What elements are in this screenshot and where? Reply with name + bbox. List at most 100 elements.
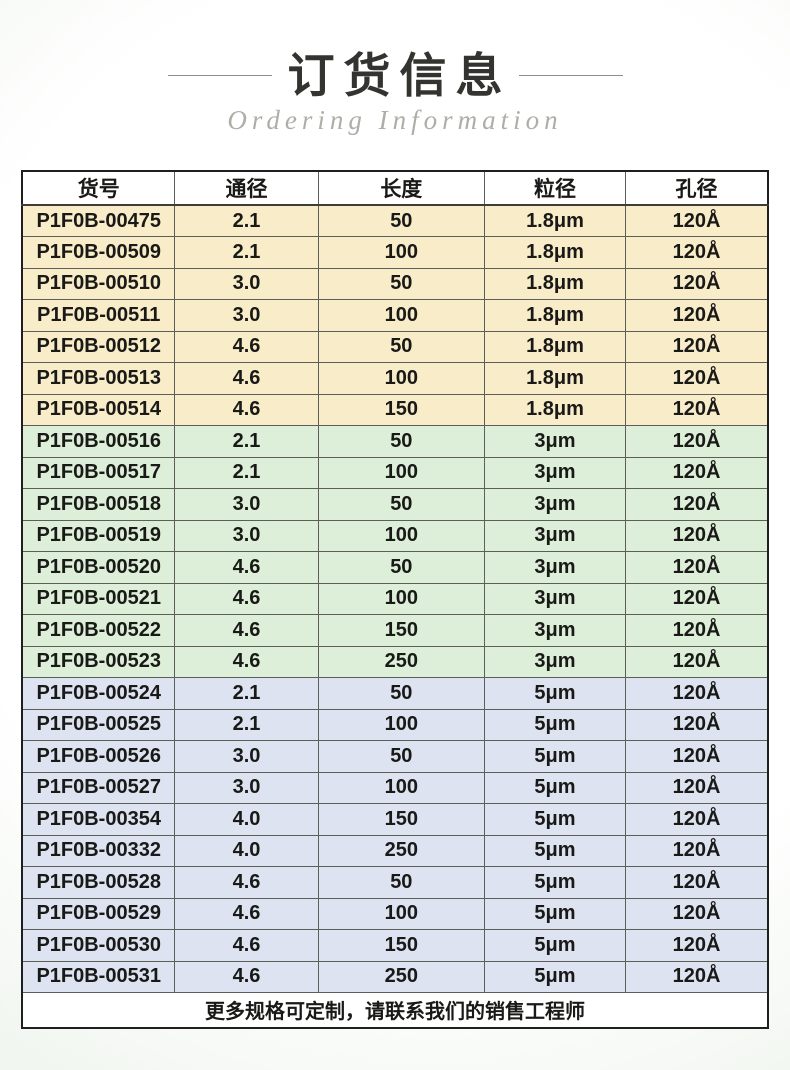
- cell-inner-diameter: 4.6: [174, 330, 319, 363]
- cell-length: 100: [317, 236, 485, 269]
- cell-length: 150: [317, 614, 485, 647]
- table-row: P1F0B-00475 2.1 50 1.8μm 120Å: [21, 204, 769, 237]
- cell-inner-diameter: 3.0: [174, 519, 319, 552]
- cell-length: 50: [317, 488, 485, 521]
- cell-particle-size: 1.8μm: [483, 204, 626, 237]
- header-cell-length: 长度: [317, 170, 485, 206]
- cell-particle-size: 5μm: [483, 740, 626, 773]
- cell-particle-size: 3μm: [483, 551, 626, 584]
- cell-part-number: P1F0B-00516: [21, 425, 176, 458]
- cell-length: 100: [317, 771, 485, 804]
- cell-particle-size: 3μm: [483, 645, 626, 678]
- cell-inner-diameter: 4.6: [174, 866, 319, 899]
- cell-particle-size: 5μm: [483, 834, 626, 867]
- cell-length: 250: [317, 645, 485, 678]
- cell-particle-size: 5μm: [483, 803, 626, 836]
- table-header-row: 货号 通径 长度 粒径 孔径: [21, 170, 769, 206]
- header-cell-inner-diameter: 通径: [174, 170, 319, 206]
- table-row: P1F0B-00518 3.0 50 3μm 120Å: [21, 488, 769, 521]
- cell-pore-size: 120Å: [624, 362, 769, 395]
- cell-pore-size: 120Å: [624, 236, 769, 269]
- cell-inner-diameter: 4.0: [174, 803, 319, 836]
- cell-particle-size: 5μm: [483, 897, 626, 930]
- cell-inner-diameter: 2.1: [174, 425, 319, 458]
- cell-inner-diameter: 4.6: [174, 362, 319, 395]
- table-row: P1F0B-00520 4.6 50 3μm 120Å: [21, 551, 769, 584]
- cell-part-number: P1F0B-00510: [21, 267, 176, 300]
- cell-inner-diameter: 2.1: [174, 708, 319, 741]
- table-foot: 更多规格可定制，请联系我们的销售工程师: [21, 992, 769, 1028]
- cell-pore-size: 120Å: [624, 582, 769, 615]
- cell-pore-size: 120Å: [624, 708, 769, 741]
- cell-particle-size: 5μm: [483, 929, 626, 962]
- cell-pore-size: 120Å: [624, 677, 769, 710]
- cell-part-number: P1F0B-00332: [21, 834, 176, 867]
- title-line-left: [167, 75, 272, 77]
- cell-part-number: P1F0B-00523: [21, 645, 176, 678]
- cell-length: 50: [317, 866, 485, 899]
- cell-inner-diameter: 2.1: [174, 677, 319, 710]
- cell-particle-size: 5μm: [483, 771, 626, 804]
- header-cell-part-number: 货号: [21, 170, 176, 206]
- cell-length: 50: [317, 204, 485, 237]
- table-row: P1F0B-00510 3.0 50 1.8μm 120Å: [21, 267, 769, 300]
- cell-part-number: P1F0B-00354: [21, 803, 176, 836]
- cell-pore-size: 120Å: [624, 834, 769, 867]
- cell-inner-diameter: 4.0: [174, 834, 319, 867]
- cell-pore-size: 120Å: [624, 897, 769, 930]
- table-row: P1F0B-00528 4.6 50 5μm 120Å: [21, 866, 769, 899]
- cell-pore-size: 120Å: [624, 960, 769, 993]
- cell-pore-size: 120Å: [624, 866, 769, 899]
- cell-pore-size: 120Å: [624, 551, 769, 584]
- cell-inner-diameter: 2.1: [174, 236, 319, 269]
- cell-inner-diameter: 2.1: [174, 456, 319, 489]
- table-row: P1F0B-00531 4.6 250 5μm 120Å: [21, 960, 769, 993]
- cell-inner-diameter: 3.0: [174, 488, 319, 521]
- cell-part-number: P1F0B-00511: [21, 299, 176, 332]
- cell-particle-size: 3μm: [483, 425, 626, 458]
- cell-particle-size: 3μm: [483, 519, 626, 552]
- title-line-right: [518, 75, 623, 77]
- cell-length: 100: [317, 519, 485, 552]
- cell-pore-size: 120Å: [624, 330, 769, 363]
- footer-note: 更多规格可定制，请联系我们的销售工程师: [21, 992, 769, 1028]
- cell-pore-size: 120Å: [624, 929, 769, 962]
- table-row: P1F0B-00521 4.6 100 3μm 120Å: [21, 582, 769, 615]
- cell-pore-size: 120Å: [624, 645, 769, 678]
- cell-length: 50: [317, 740, 485, 773]
- cell-inner-diameter: 4.6: [174, 551, 319, 584]
- table-row: P1F0B-00522 4.6 150 3μm 120Å: [21, 614, 769, 647]
- table-row: P1F0B-00517 2.1 100 3μm 120Å: [21, 456, 769, 489]
- cell-length: 50: [317, 677, 485, 710]
- table-footer-row: 更多规格可定制，请联系我们的销售工程师: [21, 992, 769, 1028]
- header-cell-pore-size: 孔径: [624, 170, 769, 206]
- cell-particle-size: 5μm: [483, 960, 626, 993]
- cell-part-number: P1F0B-00520: [21, 551, 176, 584]
- title-row: 订货信息: [0, 50, 790, 102]
- cell-inner-diameter: 4.6: [174, 897, 319, 930]
- cell-inner-diameter: 4.6: [174, 393, 319, 426]
- title-block: 订货信息 Ordering Information: [0, 0, 790, 136]
- cell-pore-size: 120Å: [624, 204, 769, 237]
- table-row: P1F0B-00514 4.6 150 1.8μm 120Å: [21, 393, 769, 426]
- cell-part-number: P1F0B-00530: [21, 929, 176, 962]
- cell-pore-size: 120Å: [624, 614, 769, 647]
- table-row: P1F0B-00526 3.0 50 5μm 120Å: [21, 740, 769, 773]
- cell-part-number: P1F0B-00527: [21, 771, 176, 804]
- cell-length: 100: [317, 299, 485, 332]
- cell-length: 50: [317, 330, 485, 363]
- cell-inner-diameter: 3.0: [174, 771, 319, 804]
- cell-pore-size: 120Å: [624, 393, 769, 426]
- cell-inner-diameter: 4.6: [174, 582, 319, 615]
- cell-part-number: P1F0B-00517: [21, 456, 176, 489]
- table-row: P1F0B-00511 3.0 100 1.8μm 120Å: [21, 299, 769, 332]
- page-title: 订货信息: [287, 49, 512, 102]
- cell-part-number: P1F0B-00526: [21, 740, 176, 773]
- cell-part-number: P1F0B-00528: [21, 866, 176, 899]
- table-row: P1F0B-00513 4.6 100 1.8μm 120Å: [21, 362, 769, 395]
- cell-particle-size: 1.8μm: [483, 236, 626, 269]
- cell-pore-size: 120Å: [624, 456, 769, 489]
- cell-length: 250: [317, 960, 485, 993]
- cell-particle-size: 1.8μm: [483, 330, 626, 363]
